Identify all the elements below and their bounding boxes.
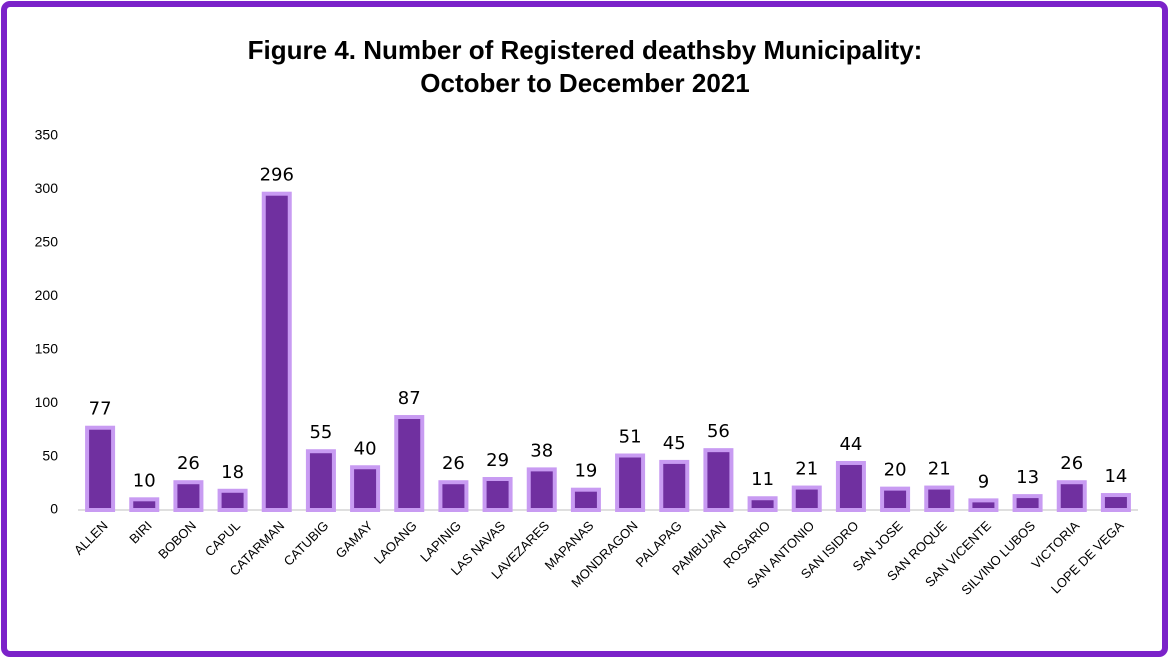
data-label: 44 [839, 434, 862, 455]
bar [129, 497, 160, 513]
bar [791, 485, 822, 512]
data-label: 9 [978, 471, 989, 492]
bar [1100, 493, 1131, 513]
data-label: 87 [398, 388, 421, 409]
y-tick-label: 300 [35, 180, 59, 196]
bar [350, 465, 381, 512]
data-label: 11 [751, 469, 774, 490]
data-label: 77 [89, 399, 112, 420]
data-label: 26 [1060, 453, 1083, 474]
data-label: 296 [260, 165, 294, 186]
bar [394, 415, 425, 512]
data-label: 40 [354, 438, 377, 459]
y-tick-label: 50 [42, 447, 58, 463]
data-label: 20 [884, 460, 907, 481]
bar [305, 449, 336, 513]
data-label: 21 [928, 459, 951, 480]
y-tick-label: 350 [35, 127, 59, 143]
bar [261, 191, 292, 512]
bar [438, 480, 469, 512]
bar [526, 467, 557, 512]
bar [835, 460, 866, 512]
chart-title: Figure 4. Number of Registered deathsby … [248, 35, 923, 65]
bar [924, 485, 955, 512]
bar [482, 477, 513, 512]
data-label: 13 [1016, 467, 1039, 488]
bar [659, 459, 690, 512]
data-label: 29 [486, 450, 509, 471]
bar [570, 487, 601, 512]
data-label: 56 [707, 421, 730, 442]
bar [703, 448, 734, 513]
bar [615, 453, 646, 513]
y-tick-label: 200 [35, 287, 59, 303]
bar [1012, 494, 1043, 513]
bar [968, 498, 999, 512]
y-tick-label: 0 [50, 501, 58, 517]
data-label: 26 [442, 453, 465, 474]
data-label: 14 [1104, 466, 1127, 487]
data-label: 26 [177, 453, 200, 474]
data-label: 51 [619, 427, 642, 448]
data-label: 55 [309, 422, 332, 443]
y-tick-label: 100 [35, 394, 59, 410]
bar [217, 488, 248, 513]
data-label: 10 [133, 470, 156, 491]
data-label: 18 [221, 462, 244, 483]
chart-title: October to December 2021 [420, 68, 749, 98]
data-label: 45 [663, 433, 686, 454]
bar [173, 480, 204, 512]
bar [1056, 480, 1087, 512]
y-tick-label: 150 [35, 340, 59, 356]
bar [880, 486, 911, 512]
data-label: 21 [795, 459, 818, 480]
y-tick-label: 250 [35, 234, 59, 250]
data-label: 38 [530, 440, 553, 461]
bar [85, 425, 116, 512]
bar [747, 496, 778, 513]
data-label: 19 [574, 461, 597, 482]
